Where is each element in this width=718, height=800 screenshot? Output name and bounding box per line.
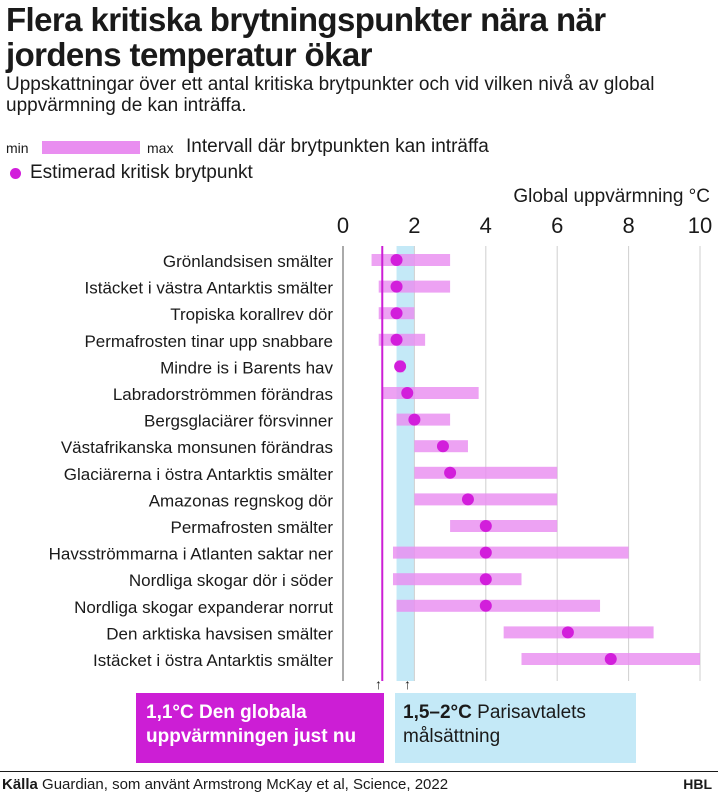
paris-value: 1,5–2°C [403, 702, 472, 723]
range-bar [392, 573, 522, 586]
estimate-point [408, 413, 421, 426]
category-label: Amazonas regnskog dör [149, 491, 334, 510]
category-label: Labradorströmmen förändras [113, 385, 333, 404]
x-tick-label: 10 [688, 213, 712, 238]
estimate-point [390, 333, 403, 346]
range-bar [414, 466, 558, 479]
paris-text: Parisavtalets målsättning [403, 702, 586, 747]
legend-range-swatch [42, 141, 140, 154]
estimate-point [461, 493, 474, 506]
x-tick-label: 0 [337, 213, 349, 238]
source-note: Källa Guardian, som använt Armstrong McK… [2, 776, 448, 793]
category-label: Havsströmmarna i Atlanten saktar ner [49, 545, 334, 564]
category-label: Glaciärerna i östra Antarktis smälter [64, 465, 334, 484]
estimate-point [604, 653, 617, 665]
legend-point-marker [10, 168, 21, 179]
legend-point: Estimerad kritisk brytpunkt [6, 162, 706, 186]
x-tick-label: 8 [622, 213, 634, 238]
range-bar [378, 280, 451, 293]
range-bar [396, 413, 451, 426]
chart-subtitle: Uppskattningar över ett antal kritiska b… [6, 74, 655, 116]
estimate-point [561, 626, 574, 639]
x-axis-label: Global uppvärmning °C [513, 186, 710, 207]
estimate-point [479, 546, 492, 559]
legend-min-label: min [6, 140, 29, 156]
footer-divider [0, 771, 718, 772]
estimate-point [390, 307, 403, 320]
category-label: Nordliga skogar expanderar norrut [74, 598, 333, 617]
category-label: Mindre is i Barents hav [160, 358, 333, 377]
paris-band [396, 246, 415, 681]
source-text: Guardian, som använt Armstrong McKay et … [42, 776, 449, 793]
category-label: Istäcket i östra Antarktis smälter [93, 651, 333, 670]
category-label: Västafrikanska monsunen förändras [61, 438, 333, 457]
category-label: Permafrosten tinar upp snabbare [84, 332, 333, 351]
range-bar [503, 626, 654, 639]
category-label: Grönlandsisen smälter [163, 252, 333, 271]
estimate-point [444, 466, 457, 479]
paris-arrow-icon: ↑ [404, 676, 411, 692]
range-bar [414, 493, 558, 506]
category-label: Bergsglaciärer försvinner [144, 412, 333, 431]
legend-range-text: Intervall där brytpunkten kan inträffa [186, 136, 489, 157]
chart-title: Flera kritiska brytningspunkter nära när… [6, 1, 606, 73]
current-arrow-icon: ↑ [375, 676, 382, 692]
paris-agreement-box: 1,5–2°C Parisavtalets målsättning [395, 693, 636, 763]
estimate-point [394, 360, 407, 373]
estimate-point [436, 440, 449, 453]
x-tick-label: 6 [551, 213, 563, 238]
category-label: Tropiska korallrev dör [170, 305, 333, 324]
legend-point-text: Estimerad kritisk brytpunkt [30, 162, 253, 183]
range-bar [371, 254, 451, 266]
range-bar [392, 546, 629, 559]
estimate-point [390, 254, 403, 266]
current-warming-box: 1,1°C Den globala uppvärmningen just nu [136, 693, 384, 763]
estimate-point [479, 573, 492, 586]
brand-logo: HBL [683, 776, 712, 792]
category-label: Den arktiska havsisen smälter [106, 624, 333, 643]
range-bar [382, 387, 479, 399]
category-label: Permafrosten smälter [171, 518, 334, 537]
range-bar [450, 520, 558, 532]
legend-max-label: max [147, 140, 174, 156]
x-tick-label: 2 [408, 213, 420, 238]
estimate-point [479, 599, 492, 612]
estimate-point [401, 387, 414, 399]
range-bar [396, 599, 601, 612]
estimate-point [479, 520, 492, 532]
estimate-point [390, 280, 403, 293]
x-tick-label: 4 [480, 213, 492, 238]
legend-range: min max Intervall där brytpunkten kan in… [6, 136, 706, 160]
range-chart: 0 2 4 6 8 10 Grönlandsisen smälter Istäcket i v… [49, 213, 712, 681]
category-label: Nordliga skogar dör i söder [129, 571, 333, 590]
source-label: Källa [2, 776, 38, 793]
category-label: Istäcket i västra Antarktis smälter [85, 279, 334, 298]
